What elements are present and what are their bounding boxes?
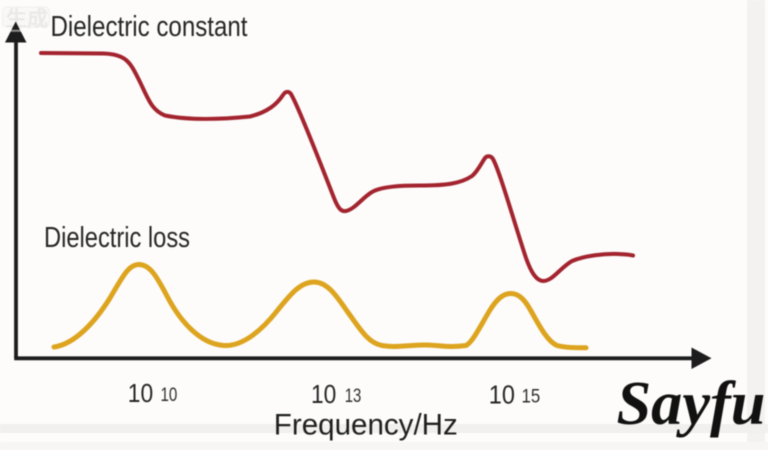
svg-text:10: 10 [489, 379, 515, 409]
svg-text:Dielectric constant: Dielectric constant [51, 11, 248, 43]
svg-text:13: 13 [345, 385, 362, 407]
svg-text:10: 10 [311, 379, 336, 409]
svg-text:Frequency/Hz: Frequency/Hz [274, 408, 458, 441]
svg-text:Sayfu: Sayfu [617, 370, 766, 438]
svg-text:生成: 生成 [6, 7, 48, 31]
svg-text:10: 10 [161, 384, 178, 406]
svg-text:Dielectric loss: Dielectric loss [44, 222, 190, 254]
svg-text:10: 10 [128, 378, 153, 408]
svg-text:15: 15 [522, 385, 541, 407]
